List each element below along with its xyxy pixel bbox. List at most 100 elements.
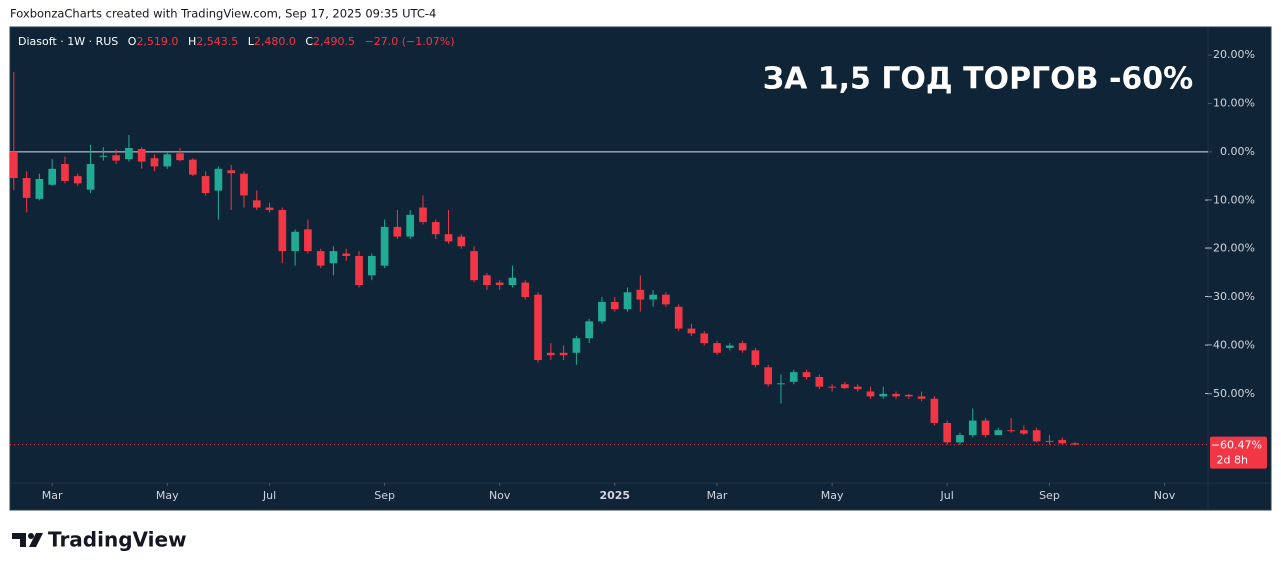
candle-body xyxy=(534,294,542,361)
legend-value: 2,519.0 xyxy=(136,35,178,48)
chart-frame xyxy=(9,26,1272,511)
candle-body xyxy=(265,207,274,210)
candle-body xyxy=(508,277,517,286)
candle-body xyxy=(777,383,785,385)
header: FoxbonzaCharts created with TradingView.… xyxy=(10,7,436,21)
x-tick-label: May xyxy=(156,489,179,502)
candle-body xyxy=(610,301,619,310)
x-tick-label: Jul xyxy=(262,489,276,502)
candle-body xyxy=(968,420,977,436)
candle-body xyxy=(137,148,146,162)
candle-body xyxy=(393,226,402,237)
x-tick-label: Sep xyxy=(1039,489,1060,502)
candle-body xyxy=(892,393,900,397)
y-tick-label: −50.00% xyxy=(1204,387,1255,400)
x-tick-label: Nov xyxy=(1154,489,1176,502)
candle-body xyxy=(316,251,325,266)
annotation: ЗА 1,5 ГОД ТОРГОВ -60% xyxy=(763,62,1194,97)
x-tick-label: Sep xyxy=(374,489,395,502)
candle-body xyxy=(904,394,913,397)
candle-body xyxy=(278,209,287,252)
candle-body xyxy=(112,155,120,161)
candle-body xyxy=(470,251,478,281)
legend-value: 2,543.5 xyxy=(196,35,238,48)
y-tick-label: −40.00% xyxy=(1204,339,1255,352)
x-tick-label: Jul xyxy=(940,489,954,502)
logo xyxy=(12,533,43,547)
candle-body xyxy=(700,333,709,344)
legend-value: 2,490.5 xyxy=(313,35,355,48)
x-tick-label: Mar xyxy=(707,489,728,502)
candle-body xyxy=(176,153,184,161)
candle-body xyxy=(841,384,849,389)
candle-body xyxy=(546,352,555,356)
y-tick-label: −20.00% xyxy=(1204,242,1255,255)
candle-body xyxy=(674,306,683,329)
candle-body xyxy=(815,376,824,387)
legend-symbol: Diasoft · 1W · RUS xyxy=(18,35,118,48)
candle-body xyxy=(99,155,108,157)
candle-body xyxy=(355,255,363,286)
candle-body xyxy=(125,148,133,160)
y-tick-label: −30.00% xyxy=(1204,290,1255,303)
candle-body xyxy=(751,350,760,365)
legend: Diasoft · 1W · RUS O2,519.0 H2,543.5 L2,… xyxy=(18,35,455,48)
x-tick-label: May xyxy=(821,489,844,502)
y-tick-label: 0.00% xyxy=(1220,145,1255,158)
x-tick-label: Nov xyxy=(489,489,511,502)
legend-key: H xyxy=(188,35,196,48)
candle-body xyxy=(930,398,939,423)
candle-body xyxy=(10,151,18,179)
candle-body xyxy=(917,396,926,399)
candle-body xyxy=(431,222,440,235)
candle-body xyxy=(828,386,836,388)
candle-body xyxy=(419,207,427,223)
candle-body xyxy=(342,253,351,256)
candle-body xyxy=(48,168,57,185)
candle-body xyxy=(738,343,747,351)
candle-body xyxy=(585,321,594,339)
candle-body xyxy=(994,430,1003,436)
candle-body xyxy=(73,176,82,184)
legend-value: 2,480.0 xyxy=(254,35,296,48)
candle-body xyxy=(879,393,888,397)
candle-body xyxy=(1071,443,1079,445)
candle-body xyxy=(725,345,734,348)
candle-body xyxy=(227,170,236,174)
candle-body xyxy=(483,275,491,286)
candle-body xyxy=(457,236,466,247)
candle-body xyxy=(214,168,223,191)
logo-mark xyxy=(28,533,34,539)
candle-body xyxy=(495,282,504,286)
candle-body xyxy=(86,163,95,190)
candle-body xyxy=(802,372,811,377)
last-price-box xyxy=(1210,436,1267,469)
plot xyxy=(10,72,1208,446)
last-price-label: −60.47% xyxy=(1211,439,1262,452)
candle-body xyxy=(713,343,721,353)
candle-body xyxy=(367,255,376,276)
candle-body xyxy=(662,294,670,305)
candle-body xyxy=(304,229,312,252)
legend-change: −27.0 (−1.07%) xyxy=(365,35,455,48)
candle-body xyxy=(444,234,453,242)
candle-body xyxy=(636,289,645,300)
candle-body xyxy=(559,352,568,356)
logo-mark xyxy=(12,533,26,547)
x-tick-label: 2025 xyxy=(599,489,630,502)
candle-body xyxy=(406,214,415,237)
candle-body xyxy=(201,176,210,194)
y-tick-label: −10.00% xyxy=(1204,193,1255,206)
candle-body xyxy=(943,422,952,443)
candle-body xyxy=(649,294,657,300)
candle-body xyxy=(789,372,798,382)
legend-key: O xyxy=(128,35,137,48)
candle-body xyxy=(380,226,389,266)
candle-body xyxy=(252,200,261,208)
candle-body xyxy=(572,338,581,353)
candle-body xyxy=(956,435,964,443)
candle-body xyxy=(291,231,299,252)
candle-body xyxy=(188,159,197,175)
candle-body xyxy=(1045,440,1054,442)
candle-body xyxy=(329,251,338,264)
